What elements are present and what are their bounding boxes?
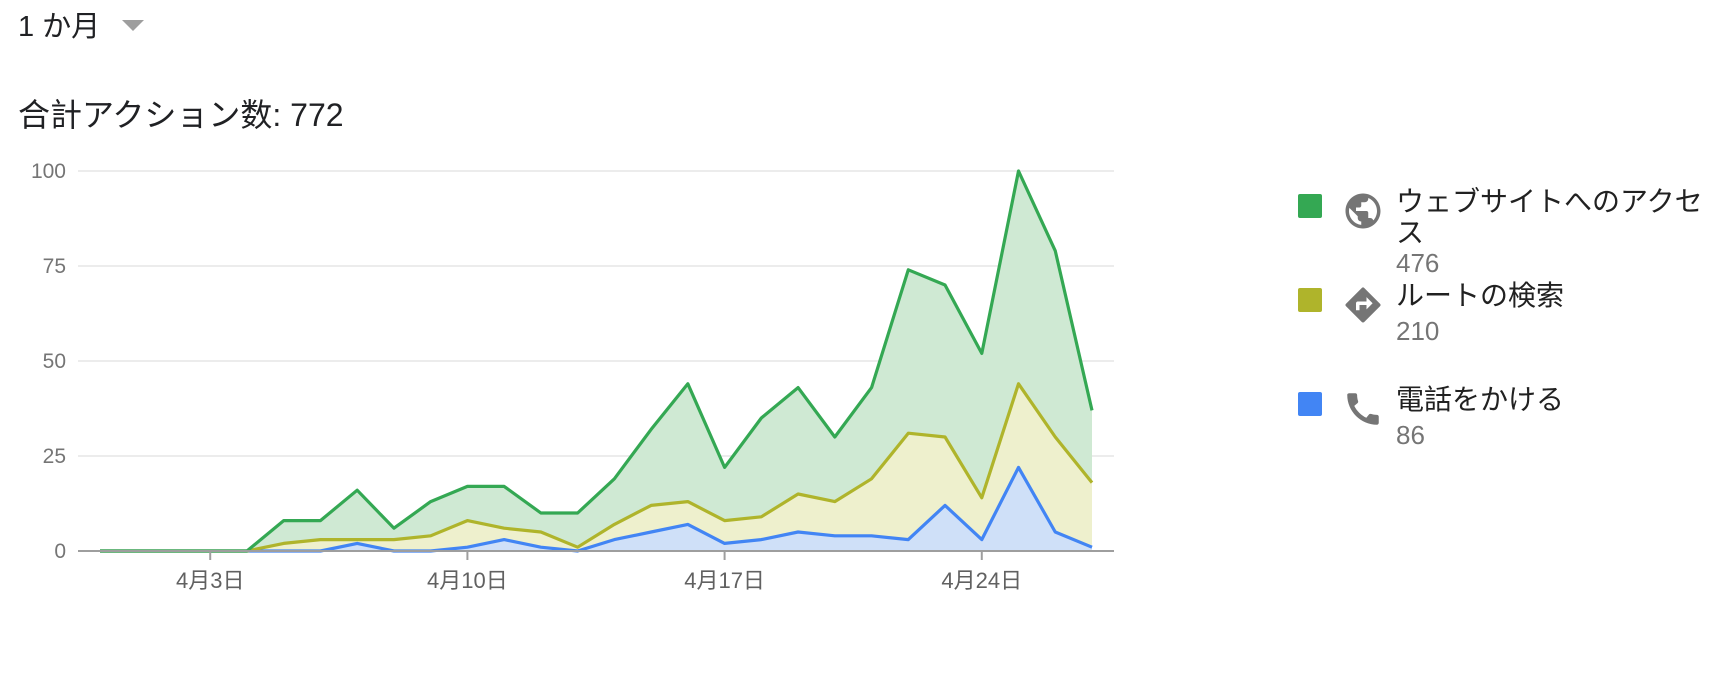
- y-tick-label-75: 75: [43, 255, 66, 278]
- line-directions: [100, 382, 1094, 553]
- x-tick-label-3: 4月24日: [941, 568, 1022, 593]
- total-actions: 合計アクション数: 772: [18, 97, 344, 133]
- chart-areas: [100, 171, 1092, 551]
- area-calls: [100, 467, 1092, 551]
- period-selector[interactable]: 1 か月: [18, 4, 145, 44]
- directions-icon: [1345, 287, 1381, 323]
- period-label: 1 か月: [18, 11, 101, 43]
- legend-label-directions: ルートの検索: [1396, 280, 1565, 311]
- y-tick-label-100: 100: [31, 160, 66, 183]
- actions-area-chart: 0 25 50 75 100 4月3日 4月10日 4月17日 4月24日: [31, 160, 1114, 593]
- y-tick-label-50: 50: [43, 350, 66, 373]
- legend-label-calls: 電話をかける: [1396, 384, 1565, 415]
- phone-icon: [1347, 393, 1379, 425]
- legend-value-calls: 86: [1396, 420, 1425, 450]
- legend-swatch-directions: [1298, 288, 1322, 312]
- legend-label-website: ウェブサイトへのアクセス: [1396, 186, 1703, 248]
- legend-value-directions: 210: [1396, 316, 1440, 346]
- y-tick-label-25: 25: [43, 445, 66, 468]
- legend-swatch-calls: [1298, 392, 1322, 416]
- x-tick-label-2: 4月17日: [684, 568, 765, 593]
- dropdown-caret-icon: [122, 19, 145, 31]
- area-directions: [100, 383, 1092, 551]
- legend-swatch-website: [1298, 194, 1322, 218]
- globe-icon: [1345, 193, 1381, 229]
- x-tick-label-1: 4月10日: [427, 568, 508, 593]
- x-tick-label-0: 4月3日: [176, 568, 244, 593]
- area-website: [100, 171, 1092, 551]
- chart-axes: 0 25 50 75 100 4月3日 4月10日 4月17日 4月24日: [31, 160, 1114, 593]
- y-tick-label-0: 0: [54, 540, 66, 563]
- line-website: [100, 169, 1094, 553]
- legend-value-website: 476: [1396, 248, 1440, 278]
